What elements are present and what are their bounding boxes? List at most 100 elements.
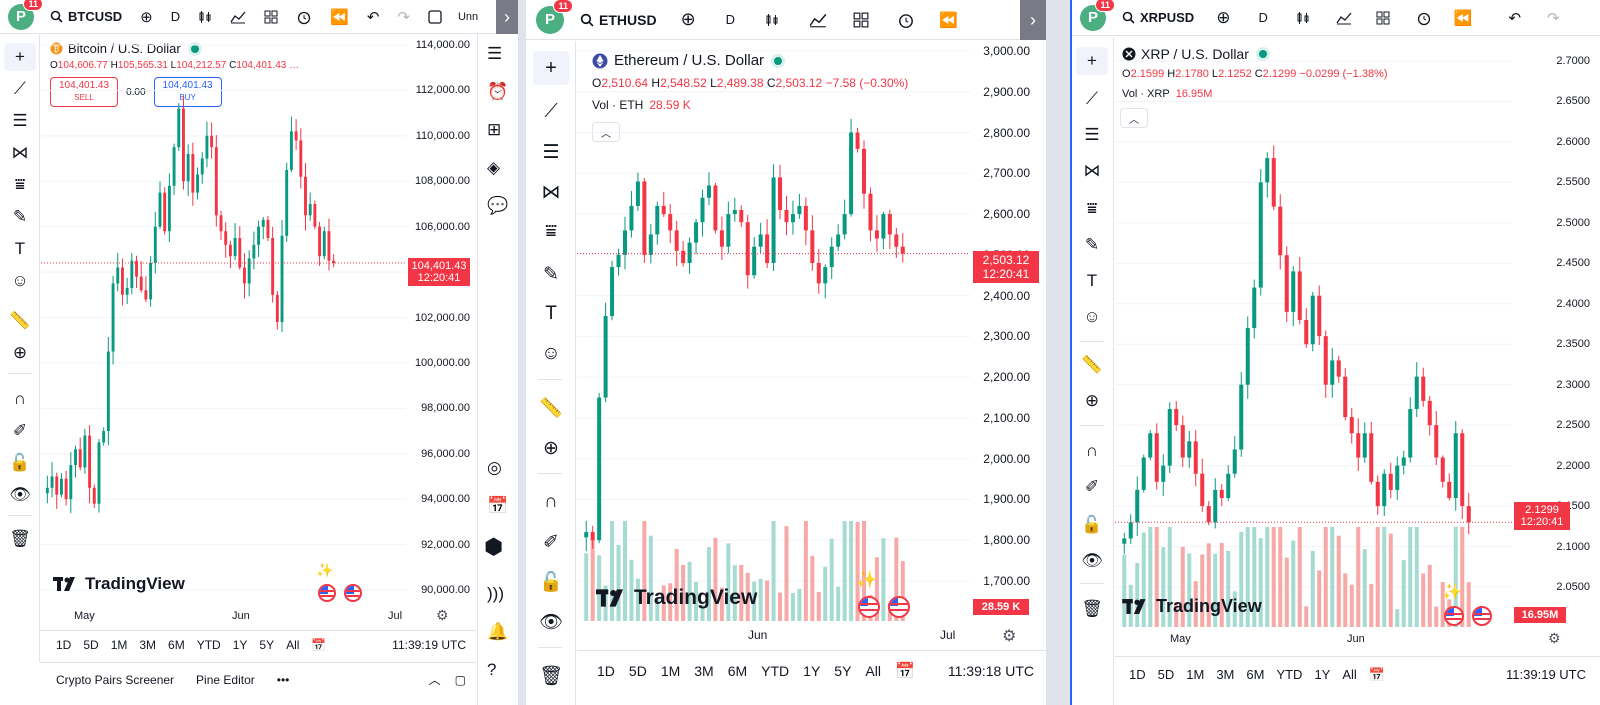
crosshair-icon[interactable]: + [4,43,36,71]
lock-icon[interactable]: 🔓 [9,453,31,472]
avatar[interactable]: P 11 [8,0,43,30]
price-chart[interactable] [1115,37,1512,627]
zoom-icon[interactable]: ⊕ [543,437,559,459]
brush-icon[interactable]: ✎ [1084,235,1100,254]
tradingview-logo[interactable]: TradingView [596,586,757,610]
object-tree-icon[interactable]: ⊞ [487,120,502,139]
range-5y[interactable]: 5Y [834,662,852,679]
range-3m[interactable]: 3M [1216,667,1235,682]
alarm-icon[interactable] [897,11,915,29]
us-flag-icon[interactable] [1472,606,1492,626]
symbol-search-button[interactable]: XRPUSD [1122,10,1194,25]
chart-settings-icon[interactable]: ⚙ [1548,630,1561,646]
range-1d[interactable]: 1D [597,662,615,679]
expand-right-panel-button[interactable]: › [496,0,518,34]
price-chart[interactable] [41,35,406,630]
pattern-icon[interactable]: ⋈ [11,143,29,162]
ruler-icon[interactable]: 📏 [1081,355,1103,374]
maximize-panel-icon[interactable]: ▢ [454,672,466,687]
emoji-icon[interactable]: ☺ [541,343,561,364]
range-6m[interactable]: 6M [727,662,748,679]
candles-icon[interactable] [198,10,212,24]
text-icon[interactable]: T [545,303,557,324]
us-flag-icon[interactable] [858,596,880,618]
lock-icon[interactable]: 🔓 [539,572,563,593]
price-chart[interactable] [577,41,970,621]
range-1d[interactable]: 1D [1129,667,1146,682]
layers-icon[interactable]: ◈ [487,158,501,177]
range-1m[interactable]: 1M [660,662,681,679]
prediction-icon[interactable]: ⩸ [14,175,26,194]
hotlists-icon[interactable]: ◎ [487,458,502,477]
chart-legend-title[interactable]: XRP / U.S. Dollar [1122,46,1267,62]
us-flag-icon[interactable] [344,584,362,602]
brush-icon[interactable]: ✎ [12,207,28,226]
price-axis[interactable]: 3,000.00 2,900.00 2,800.00 2,700.00 2,600.00… [970,41,1036,621]
tradingview-logo[interactable]: TradingView [1122,596,1262,617]
stream-icon[interactable]: ))) [487,584,504,603]
fib-lines-icon[interactable]: ☰ [1084,125,1100,144]
redo-icon[interactable]: ↷ [397,8,410,26]
range-ytd[interactable]: YTD [196,637,221,652]
layout-grid-icon[interactable] [264,10,278,24]
notifications-bell-icon[interactable]: 🔔 [487,622,509,641]
ai-sparkle-icon[interactable]: ✨ [316,562,334,578]
fib-lines-icon[interactable]: ☰ [542,141,560,163]
price-axis[interactable]: 2.7000 2.6500 2.6000 2.5500 2.5000 2.4500 2.40… [1512,37,1596,627]
us-flag-icon[interactable] [318,584,336,602]
apps-grid-icon[interactable]: ⬢ [484,534,504,559]
expand-right-panel-button[interactable]: › [1020,0,1046,40]
candles-icon[interactable] [765,12,779,28]
crosshair-icon[interactable]: + [533,51,569,85]
range-6m[interactable]: 6M [168,637,185,652]
replay-icon[interactable]: ⏪ [330,8,349,26]
undo-icon[interactable]: ↶ [1508,9,1522,27]
prediction-icon[interactable]: ⩸ [545,221,557,242]
brush-icon[interactable]: ✎ [543,263,559,285]
emoji-icon[interactable]: ☺ [11,271,29,290]
lock-pencil-icon[interactable]: ✐ [1084,477,1100,496]
date-range-icon[interactable]: 📅 [311,637,327,652]
collapse-legend-button[interactable]: ︿ [592,122,620,142]
chart-legend-title[interactable]: Ethereum / U.S. Dollar [592,52,783,69]
fullscreen-icon[interactable] [428,9,442,24]
candles-icon[interactable] [1296,11,1310,25]
range-1m[interactable]: 1M [110,637,128,652]
compare-add-button[interactable]: ⊕ [140,8,153,26]
replay-icon[interactable]: ⏪ [1453,9,1473,27]
replay-icon[interactable]: ⏪ [939,11,958,29]
magnet-icon[interactable]: ∩ [13,389,27,408]
compare-add-button[interactable]: ⊕ [1216,7,1231,27]
layout-grid-icon[interactable] [1376,11,1390,25]
symbol-search-button[interactable]: ETHUSD [580,12,657,28]
us-flag-icon[interactable] [1444,606,1464,626]
utc-clock[interactable]: 11:39:19 UTC [1506,667,1586,682]
range-5d[interactable]: 5D [1157,667,1175,682]
chart-settings-icon[interactable]: ⚙ [1002,628,1017,645]
lock-icon[interactable]: 🔓 [1081,515,1103,534]
ai-sparkle-icon[interactable]: ✨ [856,570,878,589]
range-1y[interactable]: 1Y [1314,667,1331,682]
trendline-icon[interactable]: ⟋ [14,79,26,98]
tradingview-logo[interactable]: TradingView [53,574,185,594]
magnet-icon[interactable]: ∩ [1085,441,1099,460]
indicators-icon[interactable] [1336,11,1352,25]
interval-button[interactable]: D [170,9,181,24]
more-icon[interactable]: ••• [276,672,290,687]
range-1y[interactable]: 1Y [232,637,248,652]
chart-settings-icon[interactable]: ⚙ [436,607,449,623]
us-flag-icon[interactable] [888,596,910,618]
trendline-icon[interactable]: ⟋ [1086,89,1098,108]
magnet-icon[interactable]: ∩ [544,491,558,512]
help-icon[interactable]: ? [487,660,497,679]
range-all[interactable]: All [1342,667,1357,682]
text-icon[interactable]: T [1086,271,1098,290]
watchlist-icon[interactable]: ☰ [487,44,503,63]
range-all[interactable]: All [865,662,881,679]
redo-icon[interactable]: ↷ [1547,9,1560,27]
trash-icon[interactable]: 🗑 [538,666,564,687]
fib-lines-icon[interactable]: ☰ [12,111,28,130]
date-range-icon[interactable]: 📅 [1368,666,1385,682]
lock-pencil-icon[interactable]: ✐ [543,531,559,553]
prediction-icon[interactable]: ⩸ [1086,199,1098,218]
